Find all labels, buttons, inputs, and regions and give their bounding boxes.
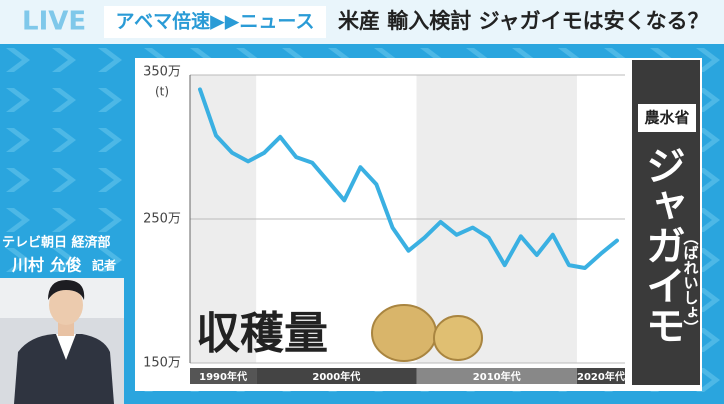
band-bar xyxy=(190,368,257,384)
source-label: 農水省 xyxy=(644,109,689,127)
reporter-role: 記者 xyxy=(92,258,116,273)
reporter-shirt xyxy=(56,334,76,360)
reporter-hair xyxy=(48,280,85,300)
chart-label: 収穫量 xyxy=(196,308,328,359)
program-name: アベマ倍速▶▶ニュース xyxy=(116,10,315,33)
x-band-label: 1990年代 xyxy=(199,370,247,383)
y-tick-label: 250万 xyxy=(143,212,181,227)
subject-reading: （ばれいしょ） xyxy=(682,230,700,335)
reporter-affiliation: テレビ朝日 経済部 xyxy=(2,235,111,251)
plot-area: 1990年代 2000年代 2010年代 2020年代 150万 250万 350万 xyxy=(143,65,625,384)
x-band-label: 2000年代 xyxy=(312,370,360,383)
y-unit: (t) xyxy=(155,85,169,99)
subject-label: ジャガイモ xyxy=(639,145,685,345)
y-tick-label: 150万 xyxy=(143,356,181,371)
data-line xyxy=(198,87,619,270)
source-box xyxy=(638,104,696,132)
reporter-suit xyxy=(14,334,114,404)
x-band-label: 2010年代 xyxy=(473,370,521,383)
headline: 米産 輸入検討 ジャガイモは安くなる？ xyxy=(338,9,709,33)
band-bar xyxy=(256,368,417,384)
potato-icon xyxy=(433,315,483,361)
program-box xyxy=(104,6,326,38)
y-tick-label: 350万 xyxy=(143,65,181,80)
live-label: LIVE xyxy=(22,7,86,37)
band-bar xyxy=(576,368,625,384)
potato-icon xyxy=(371,304,437,362)
x-band-label: 2020年代 xyxy=(577,370,625,383)
band-bar xyxy=(416,368,577,384)
reporter-face xyxy=(49,285,83,325)
reporter-name: 川村 允俊 xyxy=(11,256,82,275)
